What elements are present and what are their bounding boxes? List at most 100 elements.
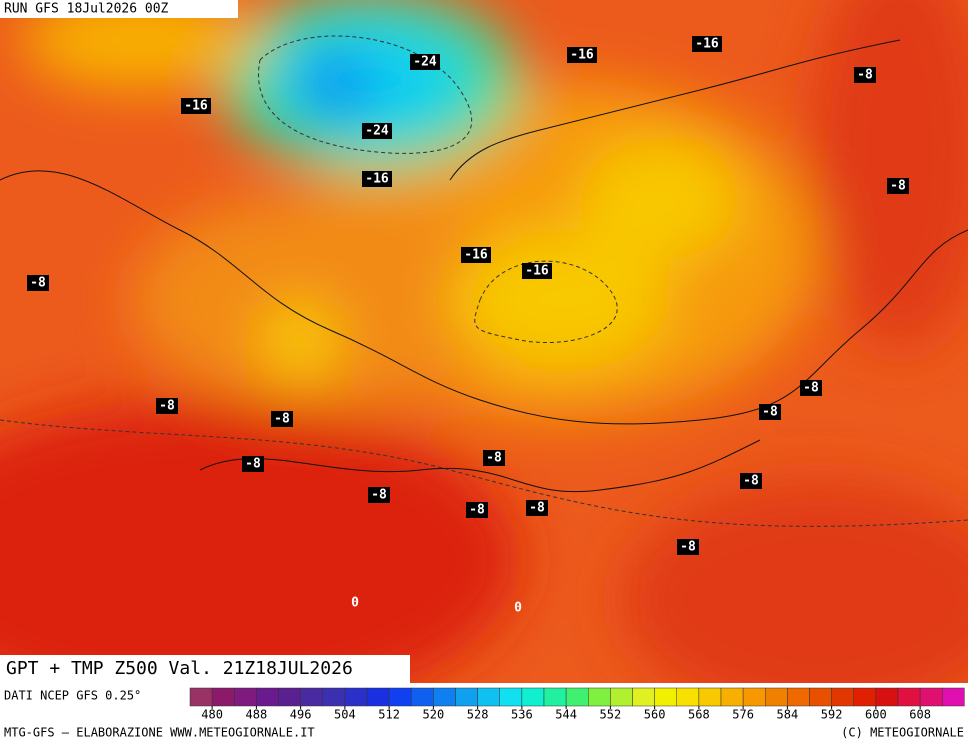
colorbar-tick-label: 584 — [777, 708, 799, 722]
contour-label-box — [677, 539, 699, 555]
contour-label-box — [242, 456, 264, 472]
contour-label: -16 — [695, 37, 719, 52]
contour-label-box — [461, 247, 491, 263]
contour-label: -8 — [857, 68, 873, 83]
colorbar-swatch — [211, 687, 235, 707]
colorbar-swatch — [742, 687, 766, 707]
colorbar-swatch — [388, 687, 412, 707]
contour-label-box — [526, 500, 548, 516]
colorbar-swatch — [919, 687, 943, 707]
colorbar-swatch — [234, 687, 257, 707]
contour-label-box — [854, 67, 876, 83]
contour-label: -8 — [159, 399, 175, 414]
colorbar-swatch — [809, 687, 832, 707]
colorbar-swatch — [765, 687, 788, 707]
contour-label: -24 — [365, 124, 389, 139]
data-source: DATI NCEP GFS 0.25° — [4, 689, 141, 703]
contour-label: 0 — [351, 596, 359, 611]
contour-label: -8 — [274, 412, 290, 427]
colorbar-swatch — [256, 687, 279, 707]
colorbar-swatch — [942, 687, 965, 707]
credits-left: MTG-GFS — ELABORAZIONE WWW.METEOGIORNALE… — [4, 726, 315, 740]
contour-label-box — [567, 47, 597, 63]
colorbar-tick-label: 504 — [334, 708, 356, 722]
colorbar-tick-label: 480 — [201, 708, 223, 722]
colorbar-swatch — [853, 687, 877, 707]
contour-label-box — [692, 36, 722, 52]
contour-label-box — [368, 487, 390, 503]
colorbar-tick-label: 496 — [290, 708, 312, 722]
colorbar-tick-label: 536 — [511, 708, 533, 722]
colorbar-swatch — [477, 687, 500, 707]
colorbar-swatch — [455, 687, 478, 707]
contour-label: -8 — [30, 276, 46, 291]
colorbar-swatch — [322, 687, 346, 707]
contour-label-box — [740, 473, 762, 489]
contour-label-box — [483, 450, 505, 466]
colorbar-swatch — [787, 687, 810, 707]
contour-label: -8 — [743, 474, 759, 489]
colorbar-tick-label: 600 — [865, 708, 887, 722]
contour-label: -16 — [464, 248, 488, 263]
colorbar-tick-label: 544 — [555, 708, 577, 722]
contour-label-box — [759, 404, 781, 420]
contour-label: -8 — [245, 457, 261, 472]
contour-label-box — [156, 398, 178, 414]
contour-label: -8 — [529, 501, 545, 516]
contour-label: -16 — [184, 99, 208, 114]
colorbar-tick-label: 488 — [246, 708, 268, 722]
colorbar-swatch — [632, 687, 655, 707]
contour-label-box — [362, 171, 392, 187]
contour-label: -16 — [525, 264, 549, 279]
contour-label-box — [27, 275, 49, 291]
header-box — [0, 0, 238, 18]
isotherms — [0, 35, 968, 527]
contour-label: -8 — [762, 405, 778, 420]
contour-label-box — [271, 411, 293, 427]
contour-label-box — [887, 178, 909, 194]
colorbar-swatch — [433, 687, 456, 707]
contour-label: -16 — [365, 172, 389, 187]
colorbar-swatch — [189, 687, 213, 707]
colorbar-swatch — [720, 687, 744, 707]
contour-label: -8 — [486, 451, 502, 466]
colorbar-tick-label: 520 — [423, 708, 445, 722]
map-title: GPT + TMP Z500 Val. 21Z18JUL2026 — [6, 658, 353, 679]
colorbar-tick-label: 528 — [467, 708, 489, 722]
colorbar-swatch — [654, 687, 677, 707]
contour-label: -24 — [413, 55, 437, 70]
colorbar-swatch — [831, 687, 854, 707]
colorbar-swatch — [676, 687, 700, 707]
colorbar-swatch — [698, 687, 722, 707]
contour-label-box — [800, 380, 822, 396]
contour-label-box — [466, 502, 488, 518]
colorbar-swatch — [588, 687, 611, 707]
contour-label: -8 — [680, 540, 696, 555]
colorbar-swatch — [278, 687, 301, 707]
colorbar-tick-label: 560 — [644, 708, 666, 722]
run-label: RUN GFS 18Jul2026 00Z — [4, 2, 169, 17]
colorbar-tick-label: 552 — [600, 708, 622, 722]
colorbar-swatch — [543, 687, 567, 707]
contour-label-box — [181, 98, 211, 114]
contour-label: -16 — [570, 48, 594, 63]
contour-label: 0 — [514, 601, 522, 616]
colorbar-swatch — [300, 687, 323, 707]
colorbar-swatch — [565, 687, 589, 707]
colorbar-swatch — [610, 687, 633, 707]
contour-label: -8 — [371, 488, 387, 503]
colorbar-tick-label: 568 — [688, 708, 710, 722]
contour-label: -8 — [803, 381, 819, 396]
colorbar-tick-label: 608 — [909, 708, 931, 722]
colorbar-swatch — [897, 687, 921, 707]
credits-right: (C) METEOGIORNALE — [841, 726, 964, 740]
colorbar-tick-label: 512 — [378, 708, 400, 722]
colorbar-tick-label: 592 — [821, 708, 843, 722]
colorbar-swatch — [344, 687, 368, 707]
contour-label: -8 — [469, 503, 485, 518]
colorbar-swatch — [499, 687, 523, 707]
contour-label-box — [522, 263, 552, 279]
map-field — [0, 0, 968, 683]
